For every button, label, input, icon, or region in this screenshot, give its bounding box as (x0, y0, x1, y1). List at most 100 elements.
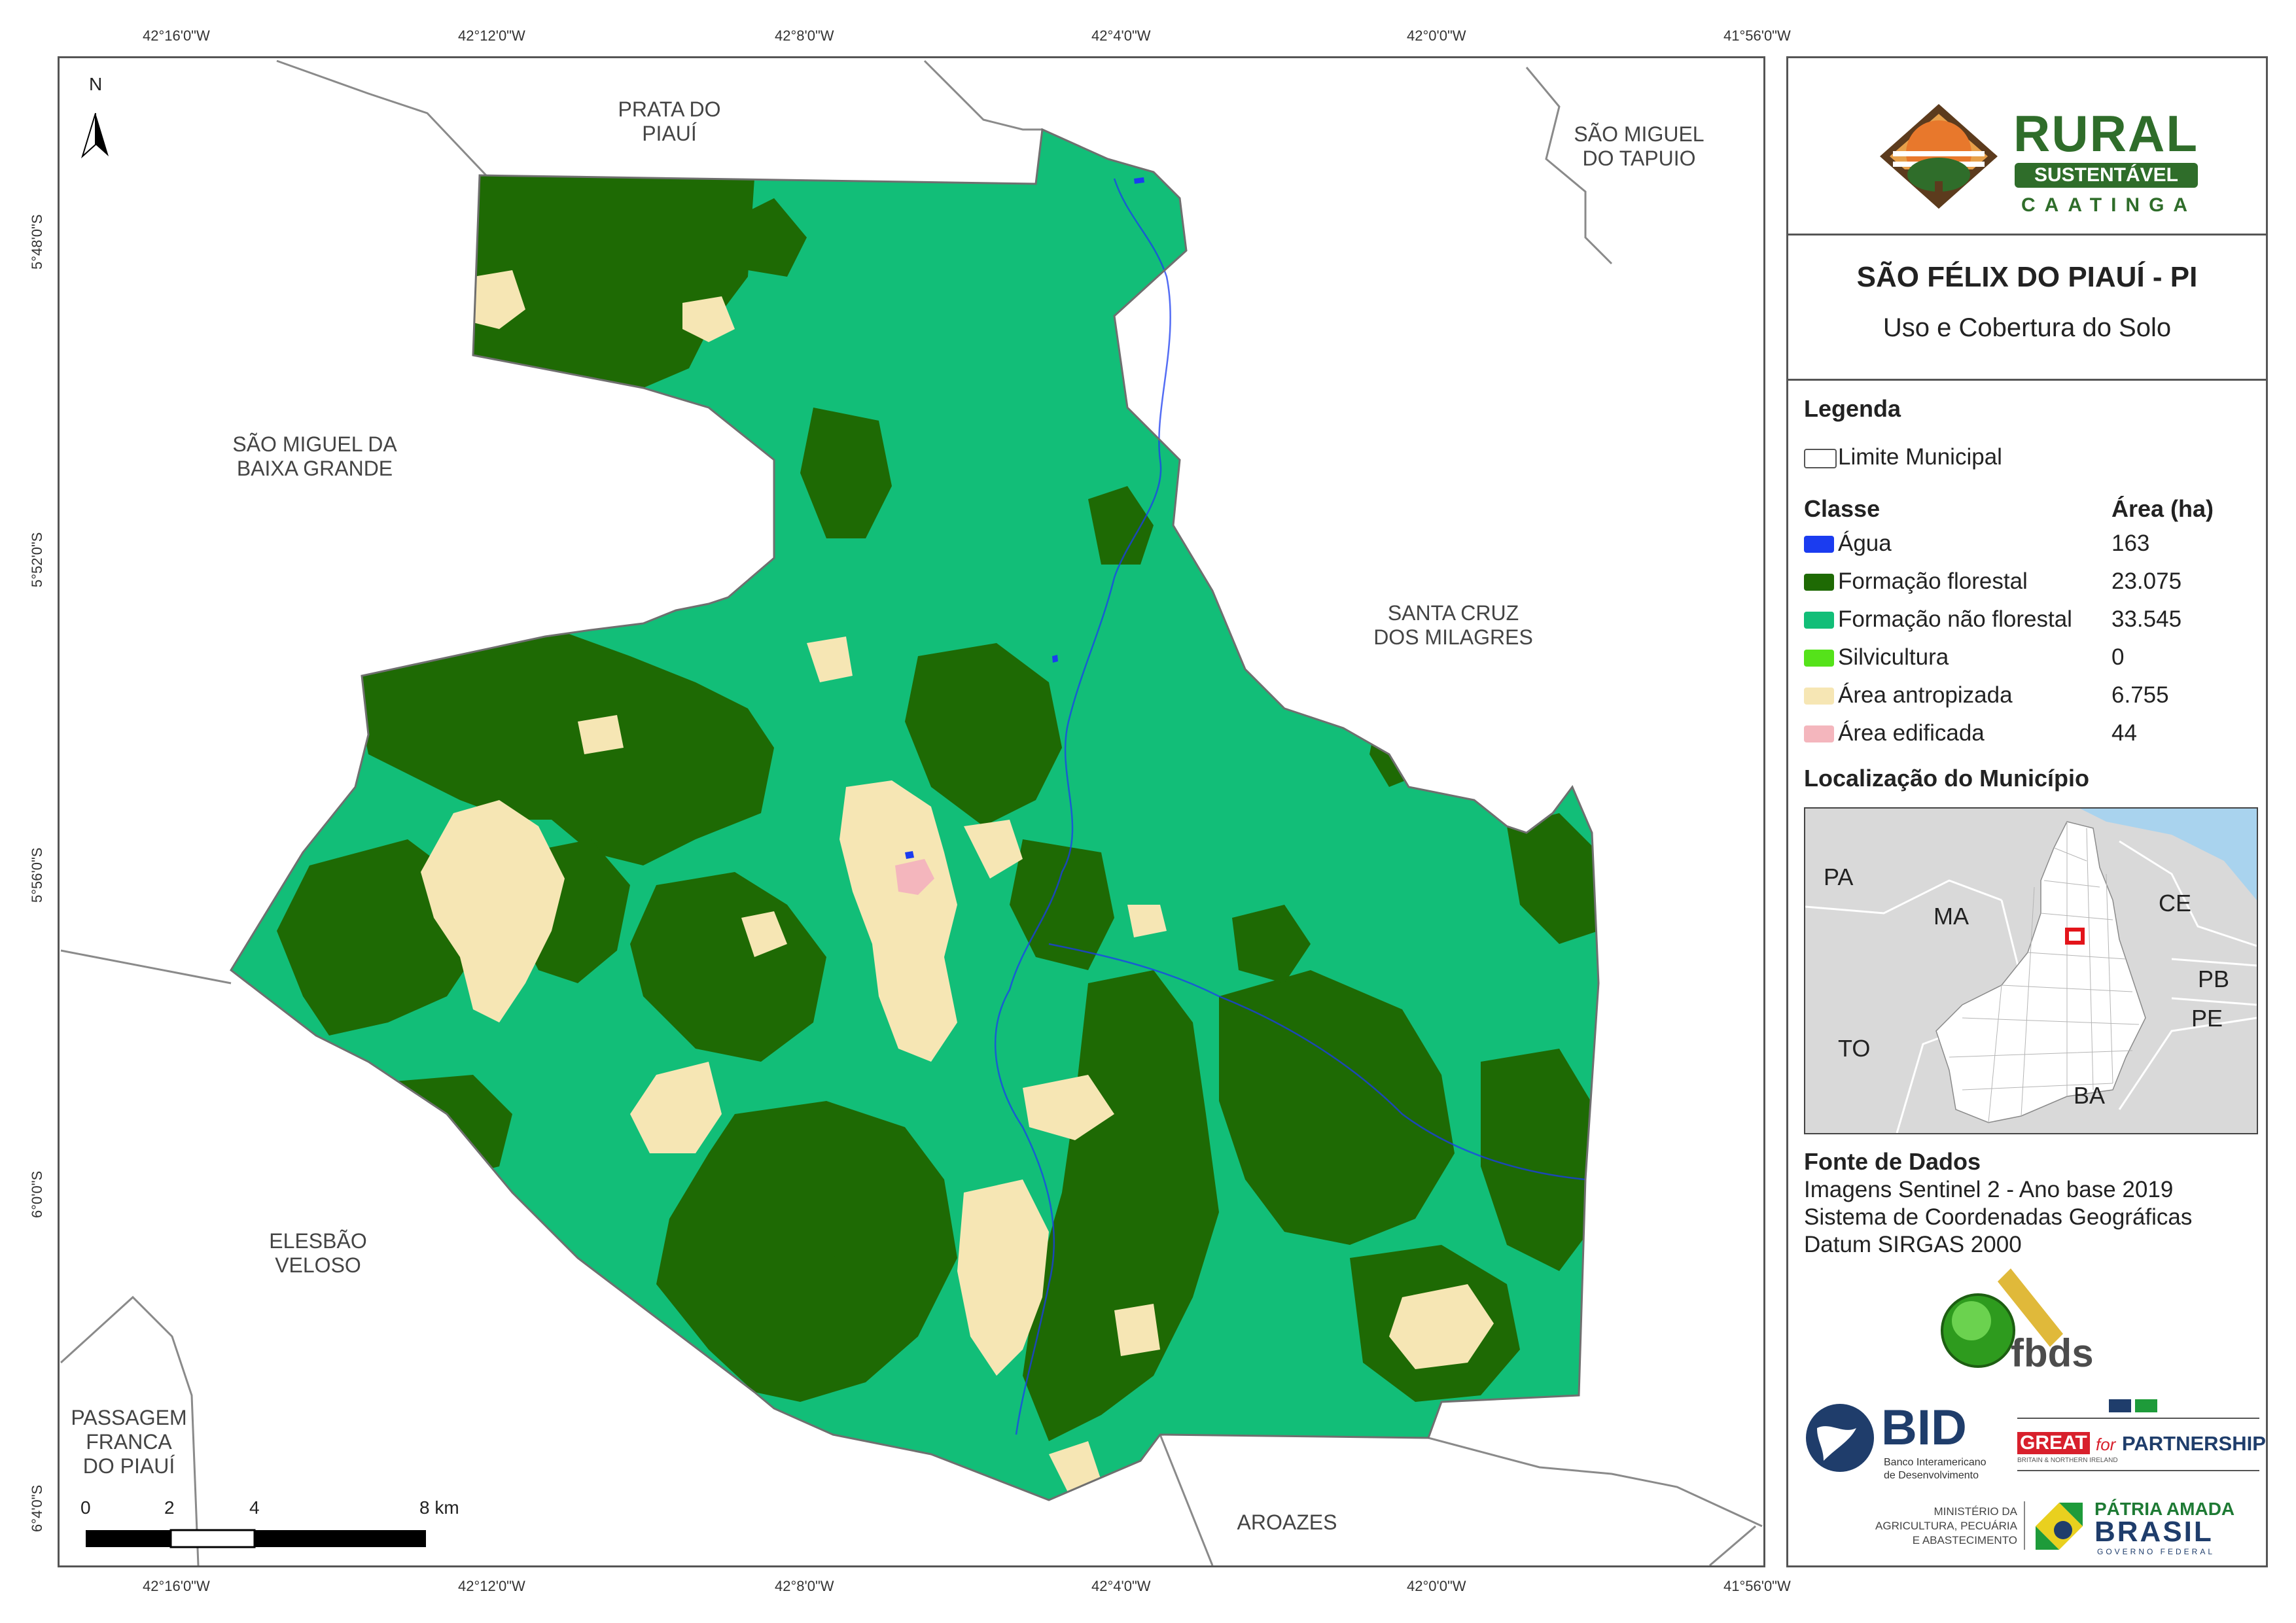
area-header: Área (ha) (2111, 495, 2214, 522)
coord-left-2: 5°52'0"S (29, 532, 45, 587)
legend-swatch (1804, 725, 1834, 742)
legend-class-label: Formação florestal (1838, 568, 2028, 594)
ocean (2080, 809, 2257, 900)
map-canvas (60, 60, 1763, 1565)
logo-sustentavel: SUSTENTÁVEL (2015, 163, 2198, 188)
map-frame: N PRATA DO PIAUÍ SÃO MIGUEL DO TAPUIO SÃ… (58, 56, 1765, 1567)
fbds-logo: fbds (1932, 1268, 2128, 1375)
legend-class-area: 23.075 (2111, 568, 2182, 594)
divider (1788, 379, 2266, 381)
place-sao-miguel-da-baixa-grande: SÃO MIGUEL DA BAIXA GRANDE (232, 432, 397, 481)
great-sub: BRITAIN & NORTHERN IRELAND (2017, 1457, 2118, 1464)
source-line-2: Sistema de Coordenadas Geográficas (1804, 1204, 2193, 1230)
north-label: N (89, 74, 103, 94)
logo-caatinga: CAATINGA (2021, 194, 2197, 216)
coord-bottom-1: 42°16'0"W (143, 1578, 210, 1594)
patria-amada: PÁTRIA AMADA (2094, 1499, 2235, 1519)
ministerio-line-1: MINISTÉRIO DA (1934, 1505, 2017, 1518)
flags-icon (2109, 1399, 2161, 1412)
place-label-line: AROAZES (1237, 1510, 1337, 1534)
fbds-word: fbds (2011, 1331, 2094, 1375)
source-heading: Fonte de Dados (1804, 1148, 1981, 1175)
place-label-line: DOS MILAGRES (1373, 625, 1533, 649)
coord-left-4: 6°0'0"S (29, 1170, 45, 1218)
brasil-flag-icon (2036, 1503, 2083, 1550)
scale-label-0: 0 (80, 1497, 91, 1518)
legend-class-label: Silvicultura (1838, 644, 1949, 670)
bid-sub-2: de Desenvolvimento (1884, 1470, 1979, 1481)
municipality-locator (2065, 928, 2085, 945)
coord-bottom-6: 41°56'0"W (1723, 1578, 1791, 1594)
source-line-1: Imagens Sentinel 2 - Ano base 2019 (1804, 1177, 2174, 1202)
loc-label-ba: BA (2074, 1082, 2106, 1109)
municipal-boundary (230, 128, 1600, 1501)
logo-rural: RURAL (2013, 105, 2199, 162)
loc-label-pe: PE (2191, 1005, 2223, 1032)
ministerio-divider (2024, 1501, 2025, 1550)
great-rule-bottom (2017, 1470, 2259, 1471)
great-for: for (2096, 1435, 2116, 1454)
place-label-line: SÃO MIGUEL DA (232, 432, 397, 456)
coord-left-1: 5°48'0"S (29, 214, 45, 270)
map-title: SÃO FÉLIX DO PIAUÍ - PI (1856, 261, 2198, 293)
piaui-state (1935, 821, 2146, 1123)
loc-label-to: TO (1838, 1035, 1871, 1062)
scale-label-8km: 8 km (419, 1497, 459, 1518)
place-label-line: DO TAPUIO (1582, 146, 1696, 170)
place-label-line: PRATA DO (618, 97, 721, 121)
scale-label-2: 2 (164, 1497, 175, 1518)
place-label-line: SÃO MIGUEL (1574, 122, 1704, 146)
loc-label-ma: MA (1934, 903, 1969, 930)
scale-label-4: 4 (249, 1497, 260, 1518)
legend-class-label: Área edificada (1838, 720, 1985, 746)
location-map-canvas (1805, 809, 2257, 1133)
place-label-line: PIAUÍ (642, 121, 697, 145)
class-edificada-patch (895, 859, 934, 895)
ministerio-line-2: AGRICULTURA, PECUÁRIA (1875, 1520, 2017, 1532)
class-antropizada-patches (421, 270, 1494, 1493)
location-heading: Localização do Município (1804, 765, 2090, 792)
legend-class-area: 0 (2111, 644, 2125, 670)
neighbor-boundaries (60, 60, 1763, 1565)
coord-bottom-3: 42°8'0"W (775, 1578, 834, 1594)
class-floresta-patches (277, 172, 1598, 1441)
bid-logo: BID Banco Interamericano de Desenvolvime… (1804, 1399, 2007, 1484)
limit-label: Limite Municipal (1838, 444, 2002, 470)
legend-swatch (1804, 612, 1834, 629)
great-partnership: PARTNERSHIP (2122, 1432, 2266, 1455)
bid-word: BID (1881, 1400, 1967, 1456)
legend-class-label: Água (1838, 531, 1892, 556)
great-rule (2017, 1418, 2259, 1419)
coord-top-1: 42°16'0"W (143, 27, 210, 44)
caatinga-tree-icon (1880, 104, 1998, 209)
bid-sub-1: Banco Interamericano (1884, 1457, 1987, 1468)
coord-top-4: 42°4'0"W (1091, 27, 1151, 44)
river (994, 178, 1586, 1435)
legend-swatch (1804, 536, 1834, 553)
legend-swatch (1804, 574, 1834, 591)
rural-sustentavel-logo: RURAL SUSTENTÁVEL CAATINGA (1867, 91, 2207, 235)
legend-class-label: Área antropizada (1838, 682, 2013, 708)
coord-top-2: 42°12'0"W (458, 27, 525, 44)
place-passagem-franca-do-piaui: PASSAGEM FRANCA DO PIAUÍ (71, 1406, 186, 1478)
legend-panel: RURAL SUSTENTÁVEL CAATINGA SÃO FÉLIX DO … (1786, 56, 2268, 1567)
coord-bottom-4: 42°4'0"W (1091, 1578, 1151, 1594)
ministerio-line-3: E ABASTECIMENTO (1912, 1534, 2017, 1546)
place-sao-miguel-do-tapuio: SÃO MIGUEL DO TAPUIO (1574, 122, 1704, 171)
fbds-mark-icon (1941, 1268, 2063, 1368)
loc-label-pb: PB (2198, 966, 2230, 992)
ministerio-logo: MINISTÉRIO DA AGRICULTURA, PECUÁRIA E AB… (1814, 1501, 2017, 1554)
place-label-line: FRANCA (86, 1429, 172, 1454)
place-prata-do-piaui: PRATA DO PIAUÍ (618, 97, 720, 146)
class-header: Classe (1804, 495, 1881, 522)
place-elesbao-veloso: ELESBÃO VELOSO (269, 1229, 366, 1278)
place-label-line: VELOSO (275, 1253, 361, 1277)
governo-federal: GOVERNO FEDERAL (2097, 1547, 2216, 1556)
brasil-word: BRASIL (2094, 1516, 2214, 1548)
landcover-layer (231, 130, 1598, 1500)
divider (1788, 234, 2266, 236)
coord-bottom-2: 42°12'0"W (458, 1578, 525, 1594)
source-line-3: Datum SIRGAS 2000 (1804, 1232, 2022, 1257)
coord-top-5: 42°0'0"W (1407, 27, 1466, 44)
coord-left-5: 6°4'0"S (29, 1484, 45, 1532)
